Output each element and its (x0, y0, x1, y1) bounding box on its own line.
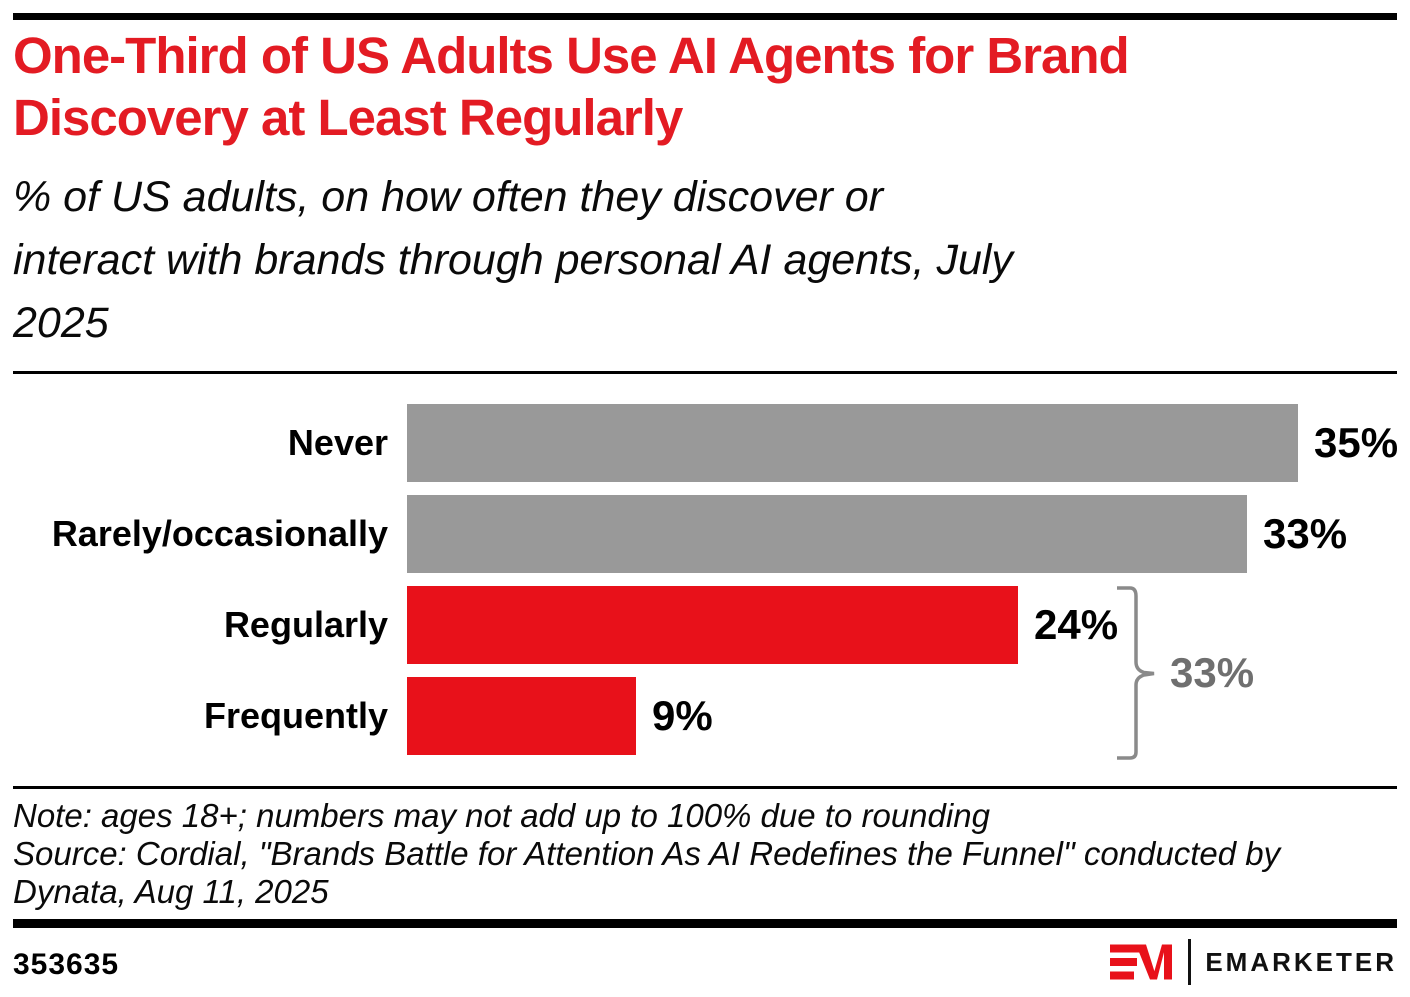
category-label: Rarely/occasionally (51, 513, 388, 554)
value-label: 33% (1263, 510, 1348, 557)
bar-regularly (407, 586, 1018, 664)
source-line-2: Dynata, Aug 11, 2025 (13, 873, 329, 910)
subtitle-line-1: % of US adults, on how often they discov… (13, 173, 884, 221)
value-label: 24% (1034, 601, 1119, 648)
bar-rarely-occasionally (407, 495, 1247, 573)
title-line-1: One-Third of US Adults Use AI Agents for… (13, 27, 1130, 84)
page-subtitle: % of US adults, on how often they discov… (13, 166, 1397, 355)
category-label: Regularly (223, 604, 388, 645)
title-line-2: Discovery at Least Regularly (13, 89, 683, 146)
chart-id: 353635 (13, 948, 120, 981)
source-line-1: Source: Cordial, "Brands Battle for Atte… (13, 835, 1281, 872)
page-title: One-Third of US Adults Use AI Agents for… (13, 25, 1397, 149)
emarketer-logo: EMARKETER (1110, 938, 1397, 986)
bottom-rule (13, 919, 1397, 928)
footnote: Note: ages 18+; numbers may not add up t… (13, 797, 1397, 911)
divider-below-chart (13, 786, 1397, 789)
brace-icon (1117, 586, 1155, 760)
divider-above-chart (13, 371, 1397, 374)
value-label: 35% (1314, 419, 1399, 466)
brand-name: EMARKETER (1205, 946, 1397, 977)
subtitle-line-3: 2025 (13, 299, 109, 347)
note-line: Note: ages 18+; numbers may not add up t… (13, 797, 990, 834)
value-label: 9% (652, 692, 713, 739)
subtitle-line-2: interact with brands through personal AI… (13, 236, 1013, 284)
em-monogram-icon (1110, 944, 1173, 980)
category-label: Frequently (203, 695, 388, 736)
bar-never (407, 404, 1298, 482)
bar-frequently (407, 677, 636, 755)
brace-total-label: 33% (1170, 649, 1255, 696)
logo-divider (1188, 939, 1192, 985)
top-rule (13, 13, 1397, 20)
category-label: Never (287, 422, 388, 463)
